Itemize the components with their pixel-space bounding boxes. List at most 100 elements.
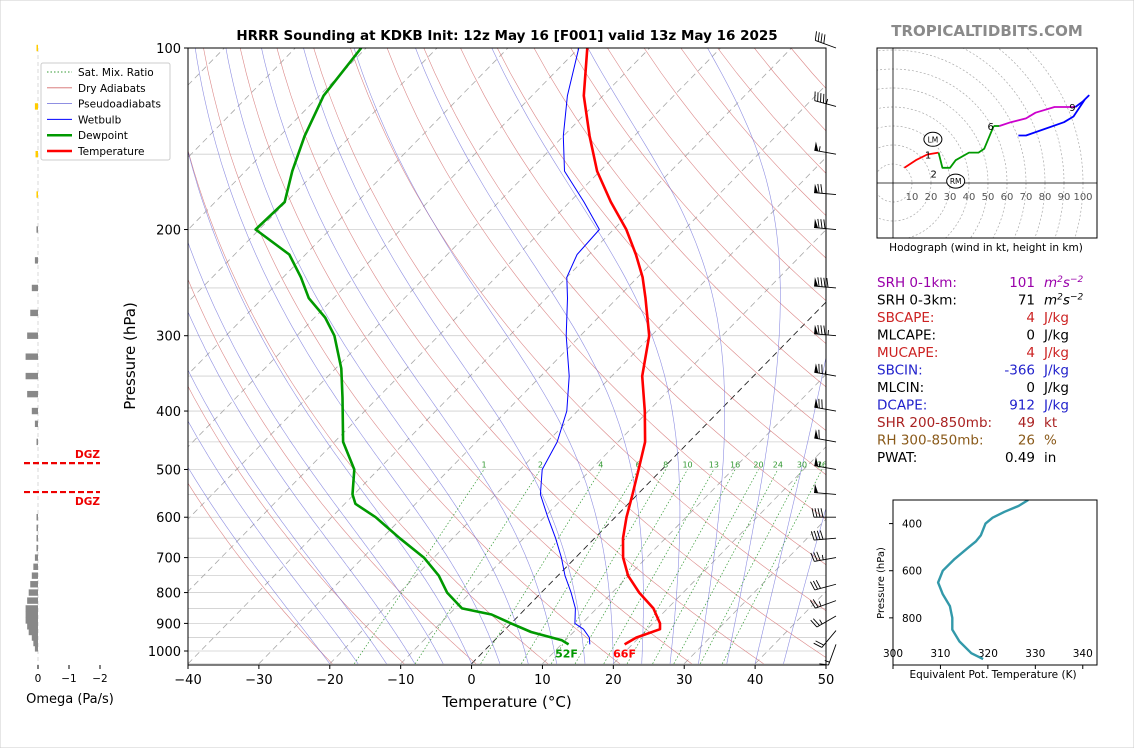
index-label: MUCAPE:	[877, 345, 938, 361]
index-unit: in	[1044, 450, 1056, 466]
mixing-ratio-label: 13	[709, 460, 719, 469]
mixing-ratio-label: 20	[753, 460, 763, 469]
theta-e-y-tick-label: 600	[902, 566, 922, 578]
skewt-y-label: Pressure (hPa)	[121, 302, 139, 410]
storm-motion-marker: RM	[947, 174, 965, 188]
index-label: PWAT:	[877, 450, 917, 466]
omega-bar	[32, 285, 38, 291]
surface-temperature-label: 66F	[613, 647, 636, 660]
theta-e-y-tick-label: 400	[902, 519, 922, 531]
index-unit: J/kg	[1043, 398, 1069, 414]
omega-bar	[35, 103, 38, 109]
mixing-ratio-label: 4	[598, 460, 603, 469]
hodograph-height-label: 1	[925, 151, 931, 162]
omega-bar	[26, 605, 38, 611]
omega-bar	[37, 525, 39, 531]
index-unit: J/kg	[1043, 328, 1069, 344]
index-label: MLCIN:	[877, 380, 924, 396]
index-value: 912	[1009, 398, 1035, 414]
index-unit: kt	[1044, 415, 1057, 431]
mixing-ratio-label: 1	[482, 460, 487, 469]
index-value: 101	[1009, 275, 1035, 291]
omega-tick-label: −1	[61, 673, 76, 685]
y-tick-label: 900	[156, 617, 181, 632]
x-tick-label: 20	[605, 673, 622, 688]
omega-tick-label: 0	[35, 673, 42, 685]
y-tick-label: 600	[156, 511, 181, 526]
mixing-ratio-label: 10	[682, 460, 692, 469]
index-value: 0.49	[1005, 450, 1035, 466]
omega-bar	[37, 514, 39, 520]
hodograph-height-label: 2	[931, 170, 937, 181]
index-value: 4	[1026, 310, 1035, 326]
storm-motion-marker: LM	[924, 132, 942, 146]
x-tick-label: −10	[387, 673, 414, 688]
index-label: RH 300-850mb:	[877, 433, 984, 449]
omega-bar	[33, 564, 38, 570]
index-value: -366	[1004, 363, 1035, 379]
x-tick-label: 40	[747, 673, 764, 688]
y-tick-label: 400	[156, 405, 181, 420]
omega-bar	[37, 45, 39, 51]
y-tick-label: 500	[156, 463, 181, 478]
index-label: SRH 0-3km:	[877, 293, 957, 309]
x-tick-label: 10	[534, 673, 551, 688]
y-tick-label: 300	[156, 330, 181, 345]
index-value: 71	[1018, 293, 1035, 309]
index-label: SHR 200-850mb:	[877, 415, 992, 431]
omega-bar	[30, 581, 38, 587]
mixing-ratio-label: 24	[773, 460, 783, 469]
omega-bar	[32, 572, 38, 578]
y-tick-label: 1000	[148, 645, 181, 660]
x-tick-label: 0	[467, 673, 475, 688]
omega-bar	[26, 353, 38, 359]
index-value: 26	[1018, 433, 1035, 449]
mixing-ratio-label: 8	[663, 460, 668, 469]
index-label: SBCAPE:	[877, 310, 934, 326]
hodograph-caption: Hodograph (wind in kt, height in km)	[889, 242, 1083, 254]
index-label: DCAPE:	[877, 398, 927, 414]
omega-tick-label: −2	[92, 673, 107, 685]
index-value: 0	[1026, 380, 1035, 396]
hodograph-ring-label: 10	[906, 192, 919, 203]
index-label: MLCAPE:	[877, 328, 936, 344]
index-unit: J/kg	[1043, 310, 1069, 326]
omega-bar	[27, 597, 38, 603]
theta-e-y-label: Pressure (hPa)	[876, 547, 887, 619]
omega-bar	[36, 191, 38, 197]
dgz-label: DGZ	[75, 449, 100, 461]
chart-title: HRRR Sounding at KDKB Init: 12z May 16 […	[236, 28, 777, 44]
mixing-ratio-label: 2	[538, 460, 543, 469]
omega-bar	[37, 535, 39, 541]
omega-bar	[35, 421, 38, 427]
x-tick-label: −40	[174, 673, 201, 688]
hodograph-ring-label: 40	[963, 192, 976, 203]
omega-bar	[32, 408, 38, 414]
index-row: RH 300-850mb: 26%	[877, 433, 1057, 449]
mixing-ratio-label: 30	[797, 460, 807, 469]
omega-bar	[36, 226, 38, 232]
index-unit: J/kg	[1043, 363, 1069, 379]
legend-label: Temperature	[77, 146, 145, 158]
hodograph-ring-label: 60	[1001, 192, 1014, 203]
hodograph-ring-label: 100	[1073, 192, 1092, 203]
dgz-label: DGZ	[75, 496, 100, 508]
omega-bar	[27, 333, 38, 339]
hodograph-ring-label: 80	[1039, 192, 1052, 203]
omega-bar	[33, 640, 38, 646]
hodograph-ring-label: 70	[1020, 192, 1033, 203]
theta-e-x-label: Equivalent Pot. Temperature (K)	[909, 669, 1076, 681]
legend-label: Dry Adiabats	[78, 83, 146, 95]
y-tick-label: 800	[156, 587, 181, 602]
omega-bar	[35, 257, 38, 263]
legend-label: Sat. Mix. Ratio	[78, 67, 154, 79]
index-unit: %	[1044, 433, 1057, 449]
hodograph-ring-label: 50	[982, 192, 995, 203]
omega-bar	[27, 623, 38, 629]
index-unit: J/kg	[1043, 345, 1069, 361]
y-tick-label: 100	[156, 42, 181, 57]
hodograph-ring-label: 30	[944, 192, 957, 203]
omega-bar	[35, 554, 38, 560]
